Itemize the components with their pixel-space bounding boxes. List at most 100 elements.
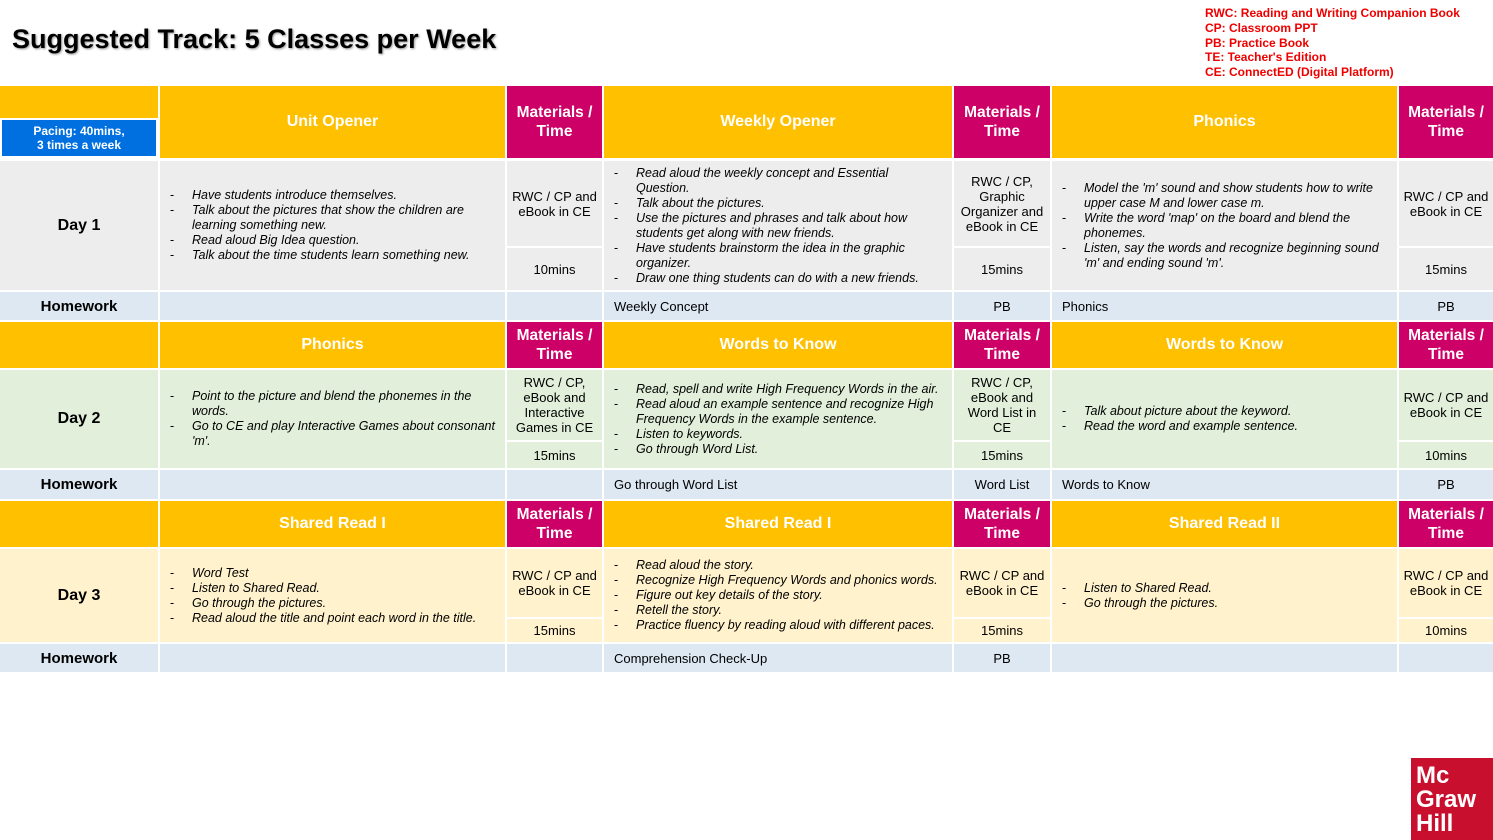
legend-item: CP: Classroom PPT bbox=[1205, 20, 1318, 35]
time-cell: 10mins bbox=[1399, 619, 1493, 642]
legend-item: PB: Practice Book bbox=[1205, 35, 1310, 50]
activity-header: Words to Know bbox=[604, 322, 952, 368]
bullet-list: Point to the picture and blend the phone… bbox=[160, 389, 505, 449]
bullet: Practice fluency by reading aloud with d… bbox=[614, 618, 938, 633]
day-label: Day 3 bbox=[0, 549, 158, 642]
time-cell: 15mins bbox=[954, 619, 1050, 642]
materials-cell: RWC / CP and eBook in CE bbox=[1399, 549, 1493, 617]
activity-header: Phonics bbox=[160, 322, 505, 368]
activity-cell: Talk about picture about the keyword.Rea… bbox=[1052, 370, 1397, 468]
bullet: Go to CE and play Interactive Games abou… bbox=[170, 419, 497, 449]
logo-line: Graw bbox=[1416, 786, 1477, 813]
homework-label: Homework bbox=[0, 644, 158, 672]
time-cell: 15mins bbox=[954, 248, 1050, 290]
bullet: Model the 'm' sound and show students ho… bbox=[1062, 181, 1389, 211]
materials-header: Materials / Time bbox=[1399, 501, 1493, 547]
time-cell: 15mins bbox=[1399, 248, 1493, 290]
activity-header: Shared Read I bbox=[160, 501, 505, 547]
logo-line: Hill bbox=[1416, 810, 1454, 837]
materials-header: Materials / Time bbox=[507, 86, 602, 158]
activity-cell: Read, spell and write High Frequency Wor… bbox=[604, 370, 952, 468]
homework-material bbox=[1399, 644, 1493, 672]
bullet-list: Read aloud the story.Recognize High Freq… bbox=[604, 558, 946, 633]
bullet: Talk about the time students learn somet… bbox=[170, 248, 497, 263]
bullet: Read aloud Big Idea question. bbox=[170, 233, 497, 248]
bullet: Recognize High Frequency Words and phoni… bbox=[614, 573, 938, 588]
day-label: Day 1 bbox=[0, 161, 158, 290]
bullet: Point to the picture and blend the phone… bbox=[170, 389, 497, 419]
activity-cell: Have students introduce themselves. Talk … bbox=[160, 161, 505, 290]
bullet: Word Test bbox=[170, 566, 476, 581]
bullet-list: Have students introduce themselves. Talk … bbox=[160, 188, 505, 263]
materials-cell: RWC / CP, eBook and Word List in CE bbox=[954, 370, 1050, 440]
materials-header: Materials / Time bbox=[954, 322, 1050, 368]
bullet: Have students introduce themselves. bbox=[170, 188, 497, 203]
materials-cell: RWC / CP and eBook in CE bbox=[1399, 370, 1493, 440]
bullet: Read aloud an example sentence and recog… bbox=[614, 397, 944, 427]
activity-header: Words to Know bbox=[1052, 322, 1397, 368]
homework-label: Homework bbox=[0, 470, 158, 499]
pacing-box: Pacing: 40mins, 3 times a week bbox=[0, 118, 158, 158]
activity-cell: Listen to Shared Read.Go through the pic… bbox=[1052, 549, 1397, 642]
legend: RWC: Reading and Writing Companion Book C… bbox=[1205, 6, 1460, 80]
homework-material bbox=[507, 292, 602, 320]
header-corner bbox=[0, 86, 158, 118]
materials-header: Materials / Time bbox=[954, 501, 1050, 547]
activity-header: Shared Read II bbox=[1052, 501, 1397, 547]
activity-header: Shared Read I bbox=[604, 501, 952, 547]
materials-cell: RWC / CP and eBook in CE bbox=[954, 549, 1050, 617]
pacing-line: 3 times a week bbox=[36, 138, 122, 152]
time-cell: 15mins bbox=[954, 442, 1050, 468]
bullet-list: Read, spell and write High Frequency Wor… bbox=[604, 382, 952, 457]
bullet: Listen to Shared Read. bbox=[1062, 581, 1218, 596]
homework-task bbox=[1052, 644, 1397, 672]
pacing-line: Pacing: 40mins, bbox=[33, 124, 125, 138]
activity-header: Unit Opener bbox=[160, 86, 505, 158]
bullet-list: Talk about picture about the keyword.Rea… bbox=[1052, 404, 1306, 434]
homework-task: Words to Know bbox=[1052, 470, 1397, 499]
bullet: Figure out key details of the story. bbox=[614, 588, 938, 603]
homework-task: Weekly Concept bbox=[604, 292, 952, 320]
materials-header: Materials / Time bbox=[507, 322, 602, 368]
bullet: Draw one thing students can do with a ne… bbox=[614, 271, 944, 286]
bullet: Talk about the pictures. bbox=[614, 196, 944, 211]
homework-material: PB bbox=[1399, 470, 1493, 499]
bullet: Read, spell and write High Frequency Wor… bbox=[614, 382, 944, 397]
activity-header: Phonics bbox=[1052, 86, 1397, 158]
materials-header: Materials / Time bbox=[954, 86, 1050, 158]
activity-cell: Model the 'm' sound and show students ho… bbox=[1052, 161, 1397, 290]
materials-cell: RWC / CP, eBook and Interactive Games in… bbox=[507, 370, 602, 440]
activity-cell: Point to the picture and blend the phone… bbox=[160, 370, 505, 468]
legend-item: CE: ConnectED (Digital Platform) bbox=[1205, 65, 1394, 80]
homework-material: PB bbox=[954, 292, 1050, 320]
bullet: Have students brainstorm the idea in the… bbox=[614, 241, 944, 271]
legend-item: TE: Teacher's Edition bbox=[1205, 50, 1327, 65]
bullet: Talk about picture about the keyword. bbox=[1062, 404, 1298, 419]
bullet-list: Listen to Shared Read.Go through the pic… bbox=[1052, 581, 1226, 611]
materials-header: Materials / Time bbox=[1399, 322, 1493, 368]
activity-cell: Word TestListen to Shared Read.Go throug… bbox=[160, 549, 505, 642]
bullet: Listen to keywords. bbox=[614, 427, 944, 442]
homework-task: Go through Word List bbox=[604, 470, 952, 499]
logo-line: Mc bbox=[1416, 762, 1450, 789]
time-cell: 10mins bbox=[1399, 442, 1493, 468]
activity-header: Weekly Opener bbox=[604, 86, 952, 158]
header-corner bbox=[0, 322, 158, 368]
homework-material bbox=[507, 644, 602, 672]
homework-task: Comprehension Check-Up bbox=[604, 644, 952, 672]
bullet: Read aloud the story. bbox=[614, 558, 938, 573]
activity-cell: Read aloud the story.Recognize High Freq… bbox=[604, 549, 952, 642]
homework-material: Word List bbox=[954, 470, 1050, 499]
page-title: Suggested Track: 5 Classes per Week bbox=[12, 24, 497, 54]
bullet: Go through Word List. bbox=[614, 442, 944, 457]
legend-item: RWC: Reading and Writing Companion Book bbox=[1205, 6, 1460, 20]
bullet: Listen to Shared Read. bbox=[170, 581, 476, 596]
homework-task bbox=[160, 644, 505, 672]
bullet-list: Model the 'm' sound and show students ho… bbox=[1052, 181, 1397, 271]
bullet-list: Word TestListen to Shared Read.Go throug… bbox=[160, 566, 484, 626]
bullet: Go through the pictures. bbox=[1062, 596, 1218, 611]
bullet: Read aloud the title and point each word… bbox=[170, 611, 476, 626]
time-cell: 15mins bbox=[507, 619, 602, 642]
materials-cell: RWC / CP, Graphic Organizer and eBook in… bbox=[954, 161, 1050, 246]
